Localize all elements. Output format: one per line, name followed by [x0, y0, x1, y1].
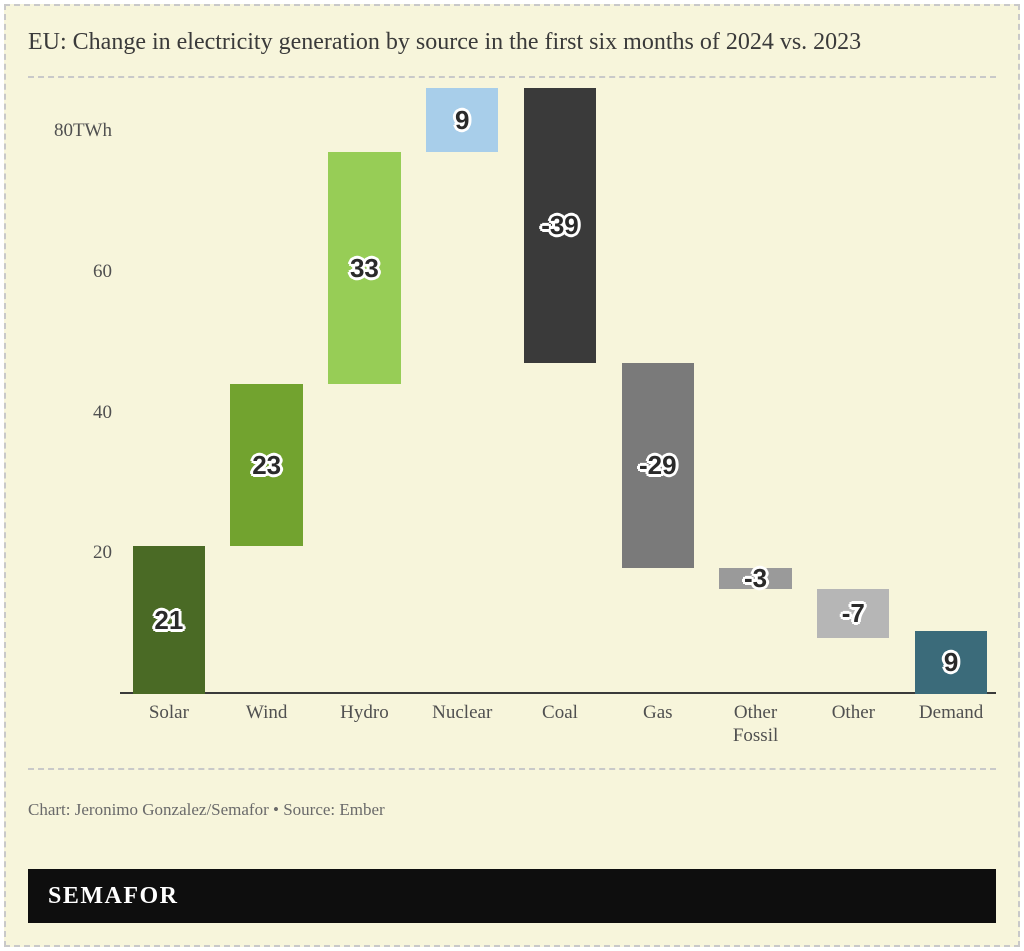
plot-area: 21 23 33 9 -39 -29 -3 -7 9: [120, 88, 996, 694]
x-tick-label: Hydro: [340, 702, 389, 725]
y-tick-label: 60: [93, 261, 112, 283]
y-tick-label: 40: [93, 402, 112, 424]
x-axis: SolarWindHydroNuclearCoalGasOther Fossil…: [120, 694, 996, 744]
chart-container: EU: Change in electricity generation by …: [4, 4, 1020, 947]
chart-credit: Chart: Jeronimo Gonzalez/Semafor • Sourc…: [28, 800, 996, 820]
waterfall-bar: 21: [133, 546, 205, 694]
y-tick-label: 80TWh: [54, 120, 112, 142]
x-tick-label: Nuclear: [432, 702, 492, 725]
y-axis: 20 40 60 80TWh: [28, 88, 120, 744]
x-tick-label: Solar: [149, 702, 189, 725]
x-tick-label: Coal: [542, 702, 578, 725]
brand-bar: SEMAFOR: [28, 869, 996, 923]
x-tick-label: Demand: [919, 702, 983, 725]
bar-value-label: 33: [350, 253, 379, 284]
x-tick-label: Wind: [246, 702, 287, 725]
divider-top: [28, 76, 996, 78]
chart-title: EU: Change in electricity generation by …: [28, 26, 996, 58]
bar-value-label: -39: [541, 210, 579, 241]
bar-value-label: 21: [154, 605, 183, 636]
waterfall-bar: 23: [230, 384, 302, 546]
bar-value-label: -7: [842, 598, 865, 629]
x-tick-label: Gas: [643, 702, 673, 725]
divider-bottom: [28, 768, 996, 770]
x-tick-label: Other Fossil: [733, 702, 778, 748]
waterfall-bar: 33: [328, 152, 400, 385]
brand-logo: SEMAFOR: [48, 883, 179, 910]
x-tick-label: Other: [832, 702, 875, 725]
bar-value-label: 23: [252, 450, 281, 481]
waterfall-bar: -7: [817, 589, 889, 638]
waterfall-bar: 9: [915, 631, 987, 694]
bar-value-label: -29: [639, 450, 677, 481]
y-tick-label: 20: [93, 542, 112, 564]
waterfall-bar: -39: [524, 88, 596, 363]
waterfall-bar: -3: [719, 568, 791, 589]
chart-area: 20 40 60 80TWh 21 23 33 9 -39 -29 -3 -7 9 Solar Wind…: [28, 88, 996, 744]
bar-value-label: -3: [744, 563, 767, 594]
bar-value-label: 9: [944, 647, 958, 678]
waterfall-bar: 9: [426, 88, 498, 151]
bar-value-label: 9: [455, 105, 469, 136]
waterfall-bar: -29: [622, 363, 694, 567]
